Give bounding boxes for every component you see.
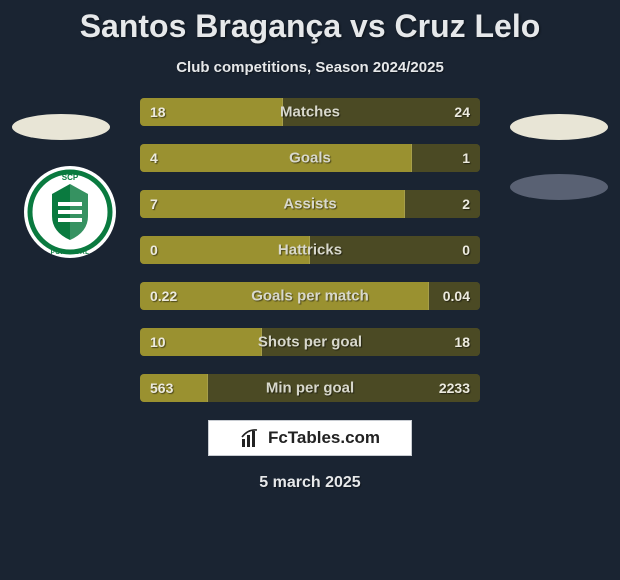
stat-row: Shots per goal10 18 — [140, 328, 480, 356]
stat-value-right: 24 — [454, 104, 470, 120]
stat-value-left: 18 — [150, 104, 166, 120]
stat-value-right: 18 — [454, 334, 470, 350]
stat-label: Assists — [140, 196, 480, 213]
stat-bars: Matches1824Goals41Assists72Hattricks00Go… — [140, 98, 480, 402]
stat-row: Matches18 24 — [140, 98, 480, 126]
chart-icon — [240, 427, 262, 449]
stat-row: Hattricks0 0 — [140, 236, 480, 264]
stat-label: Goals — [140, 150, 480, 167]
club-logo-left: SCP PORTUGAL — [24, 166, 116, 258]
date-label: 5 march 2025 — [0, 474, 620, 492]
stat-value-right: 0.04 — [443, 288, 470, 304]
footer-brand-box: FcTables.com — [208, 420, 412, 456]
stat-value-left: 10 — [150, 334, 166, 350]
stat-value-left: 563 — [150, 380, 173, 396]
stat-label: Goals per match — [140, 288, 480, 305]
stat-label: Min per goal — [140, 380, 480, 397]
stat-value-right: 2233 — [439, 380, 470, 396]
club-badge-right — [510, 174, 608, 200]
stat-label: Shots per goal — [140, 334, 480, 351]
stat-value-left: 0.22 — [150, 288, 177, 304]
stat-value-right: 2 — [462, 196, 470, 212]
player-badge-right — [510, 114, 608, 140]
page-subtitle: Club competitions, Season 2024/2025 — [0, 59, 620, 76]
comparison-panel: SCP PORTUGAL Matches1824Goals41Assists72… — [0, 98, 620, 402]
stat-row: Min per goal563 2233 — [140, 374, 480, 402]
stat-row: Goals per match0.22 0.04 — [140, 282, 480, 310]
player-badge-left — [12, 114, 110, 140]
svg-text:SCP: SCP — [62, 173, 79, 182]
stat-label: Matches — [140, 104, 480, 121]
stat-value-right: 0 — [462, 242, 470, 258]
stat-label: Hattricks — [140, 242, 480, 259]
scp-logo-icon: SCP PORTUGAL — [24, 166, 116, 258]
stat-value-right: 1 — [462, 150, 470, 166]
footer-brand-text: FcTables.com — [268, 428, 380, 448]
stat-value-left: 4 — [150, 150, 158, 166]
stat-row: Assists7 2 — [140, 190, 480, 218]
stat-value-left: 7 — [150, 196, 158, 212]
stat-row: Goals4 1 — [140, 144, 480, 172]
page-title: Santos Bragança vs Cruz Lelo — [0, 0, 620, 45]
stat-value-left: 0 — [150, 242, 158, 258]
svg-text:PORTUGAL: PORTUGAL — [51, 249, 90, 256]
